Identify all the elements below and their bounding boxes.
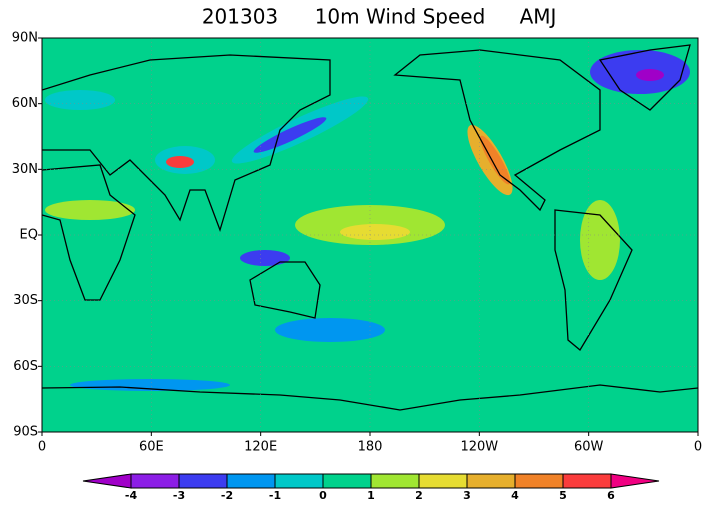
colorbar-box [274, 473, 324, 489]
colorbar-box [178, 473, 228, 489]
coastline [42, 54, 331, 233]
blob [253, 117, 327, 153]
coastline [42, 384, 698, 411]
x-tick-label: 0 [694, 440, 702, 455]
colorbar-high-triangle [610, 473, 660, 489]
y-tick-label: 60N [12, 96, 38, 111]
colorbar-box [466, 473, 516, 489]
colorbar-label: -1 [269, 489, 281, 502]
contour-blobs [45, 50, 690, 391]
y-tick-label: 90S [13, 425, 38, 440]
colorbar-label: 3 [463, 489, 471, 502]
blob [166, 156, 194, 168]
x-tick-label: 120W [460, 440, 498, 455]
colorbar-label: 6 [607, 489, 615, 502]
x-tick-label: 60W [574, 440, 604, 455]
x-tick-label: 120E [244, 440, 277, 455]
colorbar-box [130, 473, 180, 489]
colorbar-box [226, 473, 276, 489]
coastline [598, 44, 691, 111]
title-variable: 10m Wind Speed [315, 5, 486, 29]
coastline [393, 49, 601, 212]
colorbar-label: 2 [415, 489, 423, 502]
y-tick-label: 30S [13, 293, 38, 308]
colorbar-label: 0 [319, 489, 327, 502]
blob [240, 250, 290, 266]
colorbar-label: 1 [367, 489, 375, 502]
blob [580, 200, 620, 280]
title-season: AMJ [520, 5, 557, 29]
y-tick-label: 60S [13, 359, 38, 374]
colorbar-low-triangle [82, 473, 132, 489]
y-tick-label: EQ [20, 228, 38, 243]
colorbar-box [322, 473, 372, 489]
colorbar-label: 5 [559, 489, 567, 502]
colorbar-box [418, 473, 468, 489]
blob [340, 224, 410, 240]
blob [480, 135, 510, 185]
title-date: 201303 [202, 5, 278, 29]
coastline [554, 209, 633, 351]
y-tick-label: 90N [12, 31, 38, 46]
blob [45, 90, 115, 110]
coastline [42, 164, 136, 301]
y-tick-label: 30N [12, 162, 38, 177]
blob [70, 379, 230, 391]
blob [45, 200, 135, 220]
colorbar-label: 4 [511, 489, 519, 502]
blob [636, 69, 664, 81]
coastlines [42, 44, 698, 411]
colorbar-label: -3 [173, 489, 185, 502]
x-tick-label: 60E [139, 440, 164, 455]
colorbar-box [370, 473, 420, 489]
colorbar-box [562, 473, 612, 489]
x-tick-label: 180 [358, 440, 383, 455]
blob [275, 318, 385, 342]
x-tick-label: 0 [38, 440, 46, 455]
colorbar-label: -2 [221, 489, 233, 502]
colorbar-box [514, 473, 564, 489]
colorbar-label: -4 [125, 489, 138, 502]
